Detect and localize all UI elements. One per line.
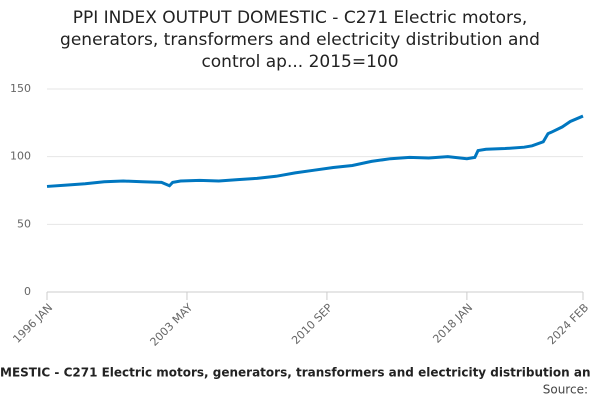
y-tick-label: 0	[24, 285, 31, 298]
chart-title: generators, transformers and electricity…	[60, 30, 540, 50]
source: Source:	[543, 383, 588, 397]
x-tick-label: 2024 FEB	[545, 301, 591, 347]
y-tick-label: 150	[10, 82, 31, 95]
x-tick-label: 2003 MAY	[148, 301, 196, 349]
x-axis-title: MESTIC - C271 Electric motors, generator…	[0, 366, 591, 380]
line	[46, 114, 584, 188]
chart-title: control ap... 2015=100	[201, 52, 398, 72]
y-tick-label: 50	[17, 217, 31, 230]
x-tick-label: 2018 JAN	[430, 301, 475, 346]
chart-title: PPI INDEX OUTPUT DOMESTIC - C271 Electri…	[73, 8, 528, 28]
x-tick-label: 1996 JAN	[10, 301, 55, 346]
x-tick-label: 2010 SEP	[289, 301, 335, 347]
y-tick-label: 100	[10, 150, 31, 163]
